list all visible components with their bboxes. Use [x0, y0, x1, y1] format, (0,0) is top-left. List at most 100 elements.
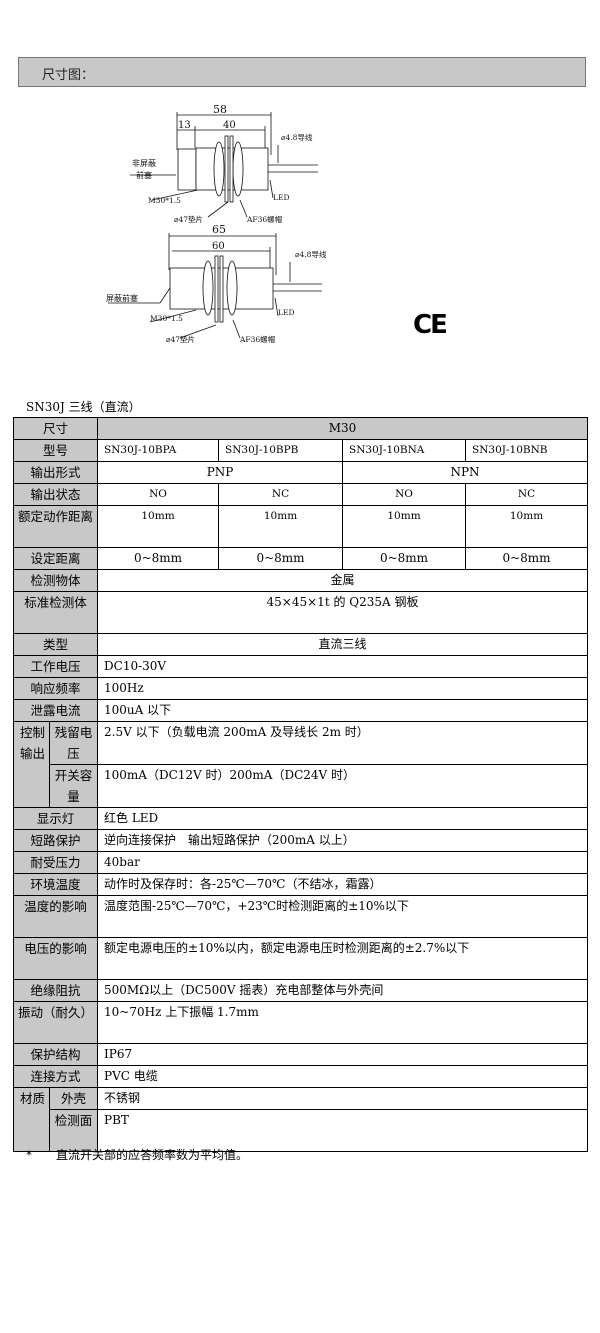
spec-row: 保护结构 IP67 [12, 1043, 589, 1066]
top-washer-label: ⌀47垫片 [174, 214, 203, 224]
output-state-cell: NC [218, 483, 344, 506]
spec-label: 显示灯 [12, 807, 99, 830]
model-cell: SN30J-10BNA [342, 439, 467, 462]
top-led-label: LED [273, 193, 289, 202]
spec-value: 金属 [97, 569, 589, 592]
spec-row: 标准检测体 45×45×1t 的 Q235A 钢板 [12, 591, 589, 634]
spec-row: 工作电压 DC10-30V [12, 655, 589, 678]
row-output-state: 输出状态 NO NC NO NC [12, 483, 589, 506]
spec-row: 连接方式 PVC 电缆 [12, 1065, 589, 1088]
set-distance-label: 设定距离 [12, 547, 99, 570]
footnote-text: 直流开关部的应答频率数为平均值。 [56, 1148, 249, 1162]
spec-label: 短路保护 [12, 829, 99, 852]
section-header-bar: 尺寸图： [18, 57, 586, 87]
spec-row: 电压的影响 额定电源电压的±10%以内，额定电源电压时检测距离的±2.7%以下 [12, 937, 589, 980]
spec-value: 直流三线 [97, 633, 589, 656]
spec-value: DC10-30V [97, 655, 589, 678]
footnote: * 直流开关部的应答频率数为平均值。 [26, 1146, 248, 1163]
top-cable-label: ⌀4.8导线 [281, 132, 313, 142]
spec-row: 泄露电流 100uA 以下 [12, 699, 589, 722]
size-value: M30 [97, 417, 589, 440]
row-shell-material: 材质 外壳 不锈钢 [13, 1087, 589, 1152]
row-switch-capacity: 开关容量 100mA（DC12V 时）200mA（DC24V 时） [14, 764, 589, 808]
size-label: 尺寸 [12, 417, 99, 440]
bottom-thread-label: M30*1.5 [150, 314, 183, 323]
spec-value: 100uA 以下 [97, 699, 589, 722]
rated-distance-cell: 10mm [218, 505, 344, 548]
footnote-mark: * [26, 1148, 32, 1162]
set-distance-cell: 0~8mm [97, 547, 220, 570]
spec-label: 保护结构 [12, 1043, 99, 1066]
spec-label: 标准检测体 [12, 591, 99, 634]
output-state-label: 输出状态 [12, 483, 99, 506]
bottom-nut-label: AF36螺帽 [239, 334, 275, 344]
model-cell: SN30J-10BPA [97, 439, 220, 462]
spec-value: 温度范围-25℃—70℃，+23℃时检测距离的±10%以下 [97, 895, 589, 938]
bottom-dim-total: 65 [212, 223, 226, 236]
shell-material-value: 不锈钢 [97, 1087, 589, 1110]
row-rated-distance: 额定动作距离 10mm 10mm 10mm 10mm [12, 505, 589, 548]
output-state-cell: NC [465, 483, 589, 506]
spec-value: 500MΩ以上（DC500V 摇表）充电部整体与外壳间 [97, 979, 589, 1002]
table-caption: SN30J 三线（直流） [26, 400, 141, 414]
spec-value: PVC 电缆 [97, 1065, 589, 1088]
output-form-cell: PNP [97, 461, 344, 484]
top-thread-label: M30*1.5 [148, 196, 181, 205]
row-face-material: 检测面 PBT [14, 1109, 589, 1152]
spec-value: 额定电源电压的±10%以内，额定电源电压时检测距离的±2.7%以下 [97, 937, 589, 980]
spec-row: 环境温度 动作时及保存时：各-25℃—70℃（不结冰，霜露） [12, 873, 589, 896]
spec-value: 逆向连接保护 输出短路保护（200mA 以上） [97, 829, 589, 852]
top-nut-label: AF36螺帽 [246, 214, 282, 224]
residual-voltage-value: 2.5V 以下（负载电流 200mA 及导线长 2m 时） [97, 721, 589, 765]
row-model: 型号 SN30J-10BPA SN30J-10BPB SN30J-10BNA S… [12, 439, 589, 462]
control-output-label: 控制输出 [13, 721, 50, 808]
rated-distance-cell: 10mm [465, 505, 589, 548]
row-set-distance: 设定距离 0~8mm 0~8mm 0~8mm 0~8mm [12, 547, 589, 570]
face-material-label: 检测面 [48, 1109, 99, 1152]
spec-row: 响应频率 100Hz [12, 677, 589, 700]
spec-value: 红色 LED [97, 807, 589, 830]
spec-row: 绝缘阻抗 500MΩ以上（DC500V 摇表）充电部整体与外壳间 [12, 979, 589, 1002]
row-output-form: 输出形式 PNP NPN [12, 461, 589, 484]
output-state-cell: NO [342, 483, 467, 506]
dimension-diagram: 58 13 40 非屏蔽 前塞 M30*1.5 ⌀47垫片 AF36螺帽 ⌀4.… [106, 103, 327, 344]
output-form-label: 输出形式 [12, 461, 99, 484]
spec-label: 环境温度 [12, 873, 99, 896]
model-cell: SN30J-10BPB [218, 439, 344, 462]
face-material-value: PBT [97, 1109, 589, 1152]
spec-label: 电压的影响 [12, 937, 99, 980]
spec-row: 显示灯 红色 LED [12, 807, 589, 830]
spec-label: 绝缘阻抗 [12, 979, 99, 1002]
bottom-dim-body: 60 [212, 241, 225, 252]
spec-row: 检测物体 金属 [12, 569, 589, 592]
bottom-cable-label: ⌀4.8导线 [295, 249, 327, 259]
model-label: 型号 [12, 439, 99, 462]
model-cell: SN30J-10BNB [465, 439, 589, 462]
set-distance-cell: 0~8mm [342, 547, 467, 570]
top-front-cap-1: 非屏蔽 [132, 158, 156, 168]
bottom-led-label: LED [278, 308, 294, 317]
top-front-cap-2: 前塞 [136, 170, 152, 180]
spec-value: 动作时及保存时：各-25℃—70℃（不结冰，霜露） [97, 873, 589, 896]
spec-label: 泄露电流 [12, 699, 99, 722]
set-distance-cell: 0~8mm [465, 547, 589, 570]
top-sensor-drawing [130, 112, 318, 218]
spec-label: 温度的影响 [12, 895, 99, 938]
rated-distance-cell: 10mm [97, 505, 220, 548]
rated-distance-cell: 10mm [342, 505, 467, 548]
switch-capacity-value: 100mA（DC12V 时）200mA（DC24V 时） [97, 764, 589, 808]
spec-row: 耐受压力 40bar [12, 851, 589, 874]
output-form-cell: NPN [342, 461, 589, 484]
residual-voltage-label: 残留电压 [48, 721, 99, 765]
spec-label: 检测物体 [12, 569, 99, 592]
spec-value: 45×45×1t 的 Q235A 钢板 [97, 591, 589, 634]
section-title: 尺寸图： [42, 68, 95, 83]
spec-value: 10~70Hz 上下振幅 1.7mm [97, 1001, 589, 1044]
row-residual-voltage: 控制输出 残留电压 2.5V 以下（负载电流 200mA 及导线长 2m 时） [13, 721, 589, 808]
output-state-cell: NO [97, 483, 220, 506]
spec-label: 类型 [12, 633, 99, 656]
spec-label: 耐受压力 [12, 851, 99, 874]
switch-capacity-label: 开关容量 [48, 764, 99, 808]
spec-row: 温度的影响 温度范围-25℃—70℃，+23℃时检测距离的±10%以下 [12, 895, 589, 938]
